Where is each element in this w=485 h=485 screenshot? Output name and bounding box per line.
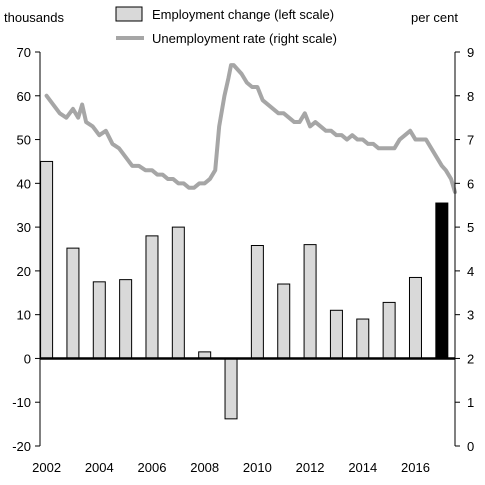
left-tick-label-0: 0 [24, 351, 31, 366]
x-tick-label-2014: 2014 [348, 460, 377, 475]
x-tick-label-2004: 2004 [85, 460, 114, 475]
x-tick-label-2006: 2006 [138, 460, 167, 475]
right-tick-label-9: 9 [467, 45, 474, 60]
left-tick-label-50: 50 [17, 133, 31, 148]
x-tick-label-2010: 2010 [243, 460, 272, 475]
bar-2011 [277, 283, 291, 359]
bar-2014 [356, 318, 370, 359]
left-tick-label-70: 70 [17, 45, 31, 60]
bar-2010 [250, 245, 264, 359]
legend-label-unemployment: Unemployment rate (right scale) [152, 31, 337, 46]
left-tick-label-10: 10 [17, 308, 31, 323]
left-axis-unit-label: thousands [4, 10, 64, 25]
right-tick-label-5: 5 [467, 220, 474, 235]
bar-2013 [329, 309, 343, 359]
bar-2003 [66, 247, 80, 359]
bar-2006 [145, 235, 159, 359]
bar-2005 [119, 279, 133, 359]
bar-2016 [408, 276, 422, 359]
x-tick-label-2012: 2012 [296, 460, 325, 475]
bar-2004 [92, 281, 106, 359]
right-axis-unit-label: per cent [411, 10, 458, 25]
bar-2012 [303, 244, 317, 359]
x-tick-label-2002: 2002 [32, 460, 61, 475]
bars-layer [40, 160, 449, 420]
left-tick-label-30: 30 [17, 220, 31, 235]
legend-label-employment: Employment change (left scale) [152, 7, 334, 22]
right-tick-label-0: 0 [467, 439, 474, 454]
unemployment-line [44, 63, 457, 195]
legend-swatch-employment [115, 6, 143, 22]
bar-2009 [224, 357, 238, 420]
right-tick-label-7: 7 [467, 133, 474, 148]
bar-2007 [171, 226, 185, 359]
left-tick-label--10: -10 [12, 395, 31, 410]
line-layer [44, 63, 457, 195]
right-tick-label-2: 2 [467, 351, 474, 366]
bar-2002 [40, 160, 54, 359]
right-tick-label-4: 4 [467, 264, 474, 279]
right-tick-label-1: 1 [467, 395, 474, 410]
right-tick-label-6: 6 [467, 176, 474, 191]
left-tick-label-60: 60 [17, 89, 31, 104]
x-tick-label-2008: 2008 [190, 460, 219, 475]
legend: Employment change (left scale) Unemploym… [115, 6, 337, 46]
bar-2015 [382, 301, 396, 359]
left-tick-label-20: 20 [17, 264, 31, 279]
bar-2017 [435, 202, 449, 359]
right-tick-label-3: 3 [467, 308, 474, 323]
x-tick-label-2016: 2016 [401, 460, 430, 475]
left-tick-label-40: 40 [17, 176, 31, 191]
right-tick-label-8: 8 [467, 89, 474, 104]
left-tick-label--20: -20 [12, 439, 31, 454]
